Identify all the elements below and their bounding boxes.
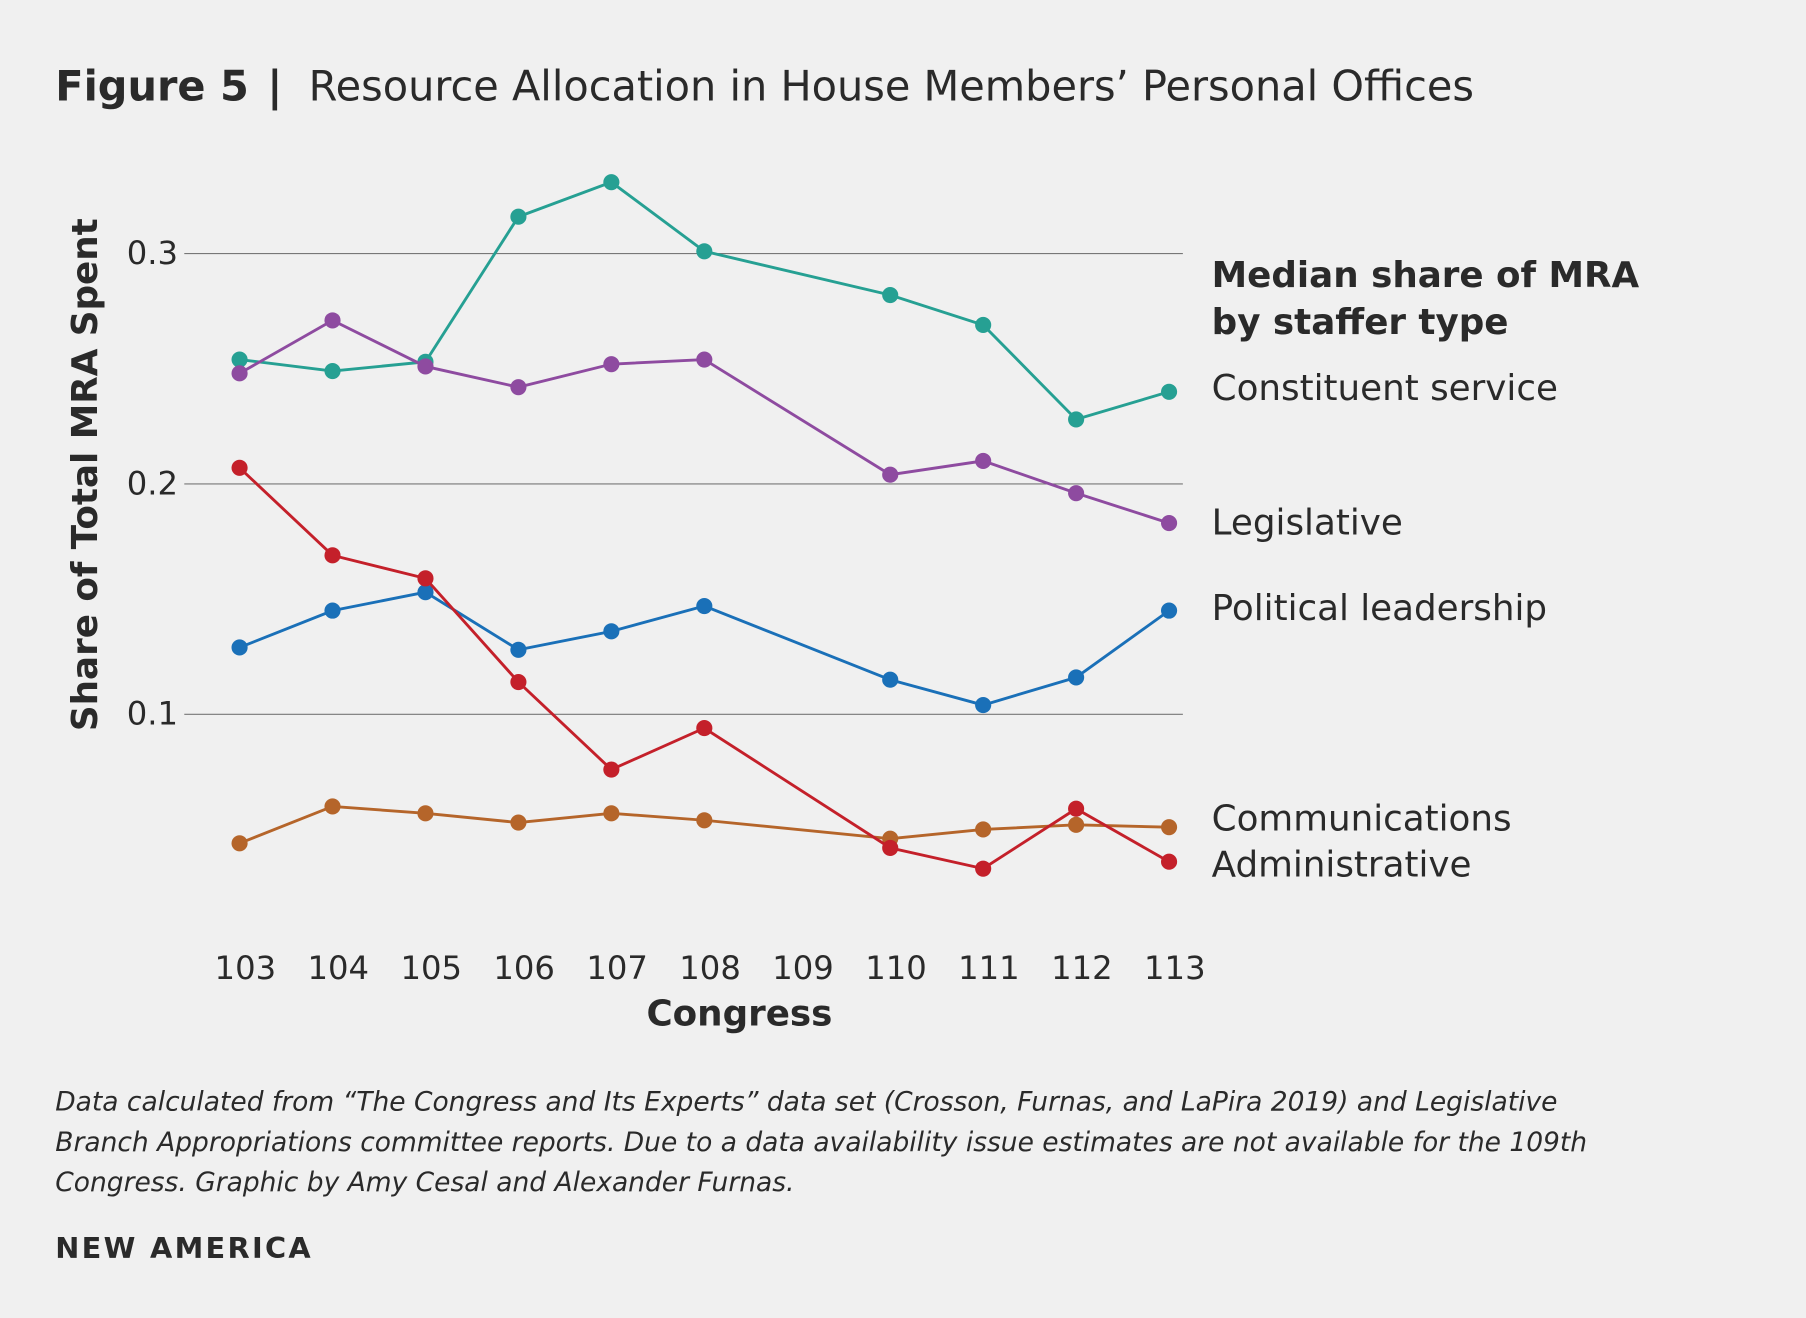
data-point [1068, 816, 1085, 833]
data-point [324, 547, 341, 564]
x-tick-label: 103 [215, 949, 277, 987]
chart-title: Resource Allocation in House Members’ Pe… [309, 62, 1474, 110]
x-tick-label: 106 [493, 949, 555, 987]
data-point [324, 362, 341, 380]
y-tick-label: 0.1 [127, 695, 178, 733]
data-point [1068, 669, 1085, 686]
data-point [603, 356, 620, 373]
x-tick-label: 113 [1144, 949, 1206, 987]
data-point [975, 697, 992, 714]
data-point [417, 358, 434, 375]
data-point [1161, 853, 1178, 870]
data-point [882, 839, 899, 856]
data-point [231, 639, 248, 656]
legend-constituent-service: Constituent service [1212, 368, 1558, 409]
data-point [975, 821, 992, 838]
data-point [882, 286, 899, 304]
data-point [696, 597, 713, 615]
data-point [696, 243, 713, 260]
legend-title-line2: by staffer type [1212, 302, 1509, 343]
y-tick-label: 0.2 [127, 464, 178, 502]
y-axis-label: Share of Total MRA Spent [65, 218, 106, 731]
x-tick-label: 111 [958, 949, 1020, 987]
data-point [231, 459, 248, 476]
series-legislative [231, 312, 1178, 532]
series-line [238, 466, 1170, 871]
data-point [510, 814, 527, 831]
x-tick-label: 107 [586, 949, 648, 987]
data-point [417, 805, 434, 822]
series-administrative [231, 459, 1178, 877]
data-point [603, 805, 620, 822]
data-point [510, 208, 527, 225]
data-point [1068, 800, 1085, 817]
data-point [1161, 515, 1178, 532]
data-point [882, 671, 899, 688]
legend-legislative: Legislative [1212, 503, 1403, 544]
data-point [1161, 383, 1178, 400]
data-point [882, 466, 899, 483]
legend-title-line1: Median share of MRA [1212, 255, 1640, 296]
legend-communications: Communications [1212, 799, 1512, 840]
data-point [1068, 485, 1085, 502]
x-tick-labels: 103 104 105 106 107 108 109 110 111 112 113 [215, 949, 1206, 987]
x-tick-label: 105 [400, 949, 462, 987]
data-point [231, 365, 248, 382]
series-line [239, 590, 1170, 707]
legend-administrative: Administrative [1212, 845, 1472, 886]
data-point [324, 798, 341, 815]
data-point [510, 379, 527, 396]
series-line [239, 180, 1170, 422]
series-communications [231, 798, 1178, 852]
x-axis-label: Congress [646, 993, 832, 1034]
legend: Median share of MRA by staffer type Cons… [1212, 255, 1640, 886]
data-point [1161, 819, 1178, 836]
gridlines [184, 252, 1183, 715]
series-constituent-service [231, 174, 1178, 428]
figure-number: Figure 5 [55, 62, 249, 110]
data-point [417, 584, 434, 601]
data-point [417, 570, 434, 587]
x-tick-label: 109 [772, 949, 834, 987]
y-tick-label: 0.3 [127, 234, 178, 272]
footnote-line3: Congress. Graphic by Amy Cesal and Alexa… [55, 1167, 794, 1198]
data-point [696, 720, 713, 737]
x-tick-label: 108 [679, 949, 741, 987]
data-point [324, 602, 341, 619]
footnote-line1: Data calculated from “The Congress and I… [55, 1087, 1557, 1118]
data-point [603, 174, 620, 191]
data-point [324, 312, 341, 329]
x-tick-label: 110 [865, 949, 927, 987]
data-point [975, 316, 992, 334]
series-political-leadership [231, 584, 1178, 714]
data-point [231, 835, 248, 852]
y-tick-labels: 0.1 0.2 0.3 [127, 234, 178, 733]
data-point [510, 673, 527, 691]
data-point [603, 623, 620, 640]
data-point [696, 351, 713, 368]
legend-political-leadership: Political leadership [1212, 588, 1547, 629]
data-point [696, 812, 713, 829]
x-tick-label: 104 [307, 949, 369, 987]
data-point [1068, 411, 1085, 428]
data-point [231, 351, 248, 368]
data-point [1161, 602, 1178, 619]
footnote-line2: Branch Appropriations committee reports.… [55, 1127, 1587, 1158]
data-point [975, 860, 992, 877]
data-point [603, 761, 620, 778]
title-separator: | [267, 62, 282, 111]
data-point [975, 452, 992, 469]
series-lines [231, 174, 1178, 877]
series-line [238, 318, 1170, 525]
series-line [239, 804, 1170, 845]
data-point [510, 641, 527, 658]
x-tick-label: 112 [1051, 949, 1113, 987]
brand-logo: NEW AMERICA [55, 1231, 313, 1265]
